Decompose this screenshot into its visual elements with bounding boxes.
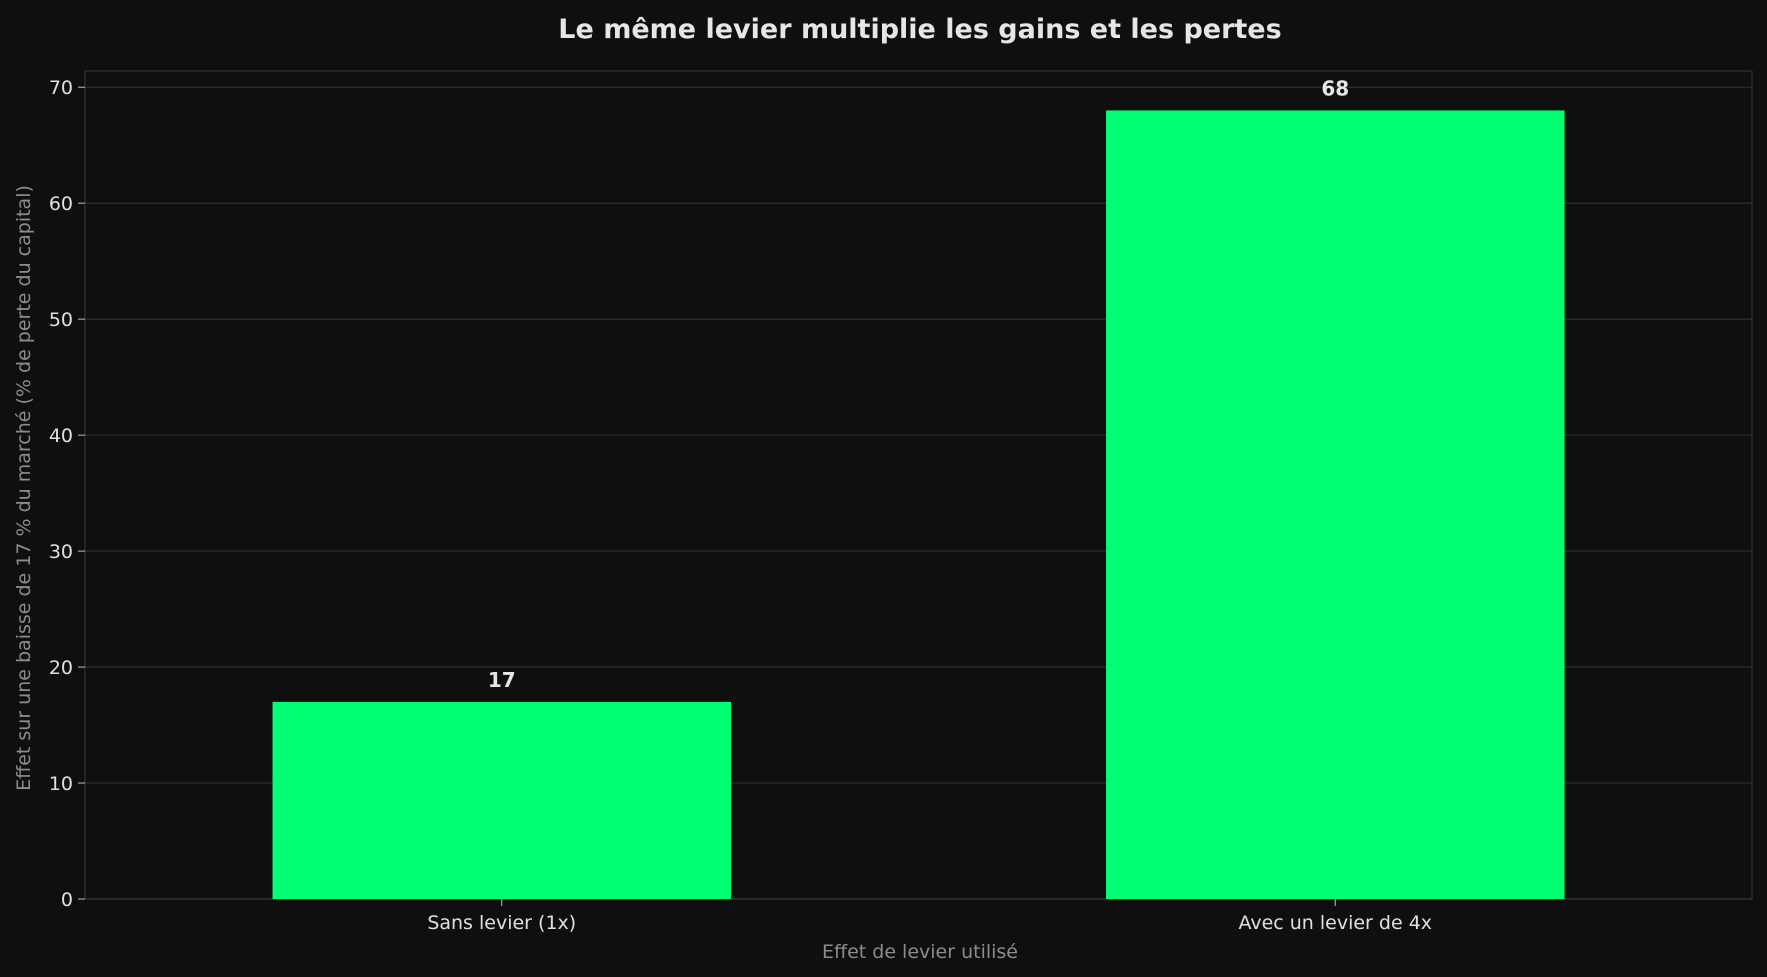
y-tick-label-6: 60: [49, 193, 73, 215]
y-tick-label-2: 20: [49, 657, 73, 679]
chart-title: Le même levier multiplie les gains et le…: [558, 14, 1281, 45]
y-tick-label-4: 40: [49, 425, 73, 447]
bar-0: [272, 701, 731, 899]
data-label-1: 68: [1321, 76, 1349, 100]
y-axis-ticks: 0 10 20 30 40 50 60 70: [49, 77, 85, 911]
x-axis-label: Effet de levier utilisé: [822, 941, 1018, 963]
y-tick-label-7: 70: [49, 77, 73, 99]
x-tick-label-1: Avec un levier de 4x: [1238, 912, 1432, 934]
x-axis-ticks: Sans levier (1x) Avec un levier de 4x: [427, 899, 1432, 934]
y-tick-label-5: 50: [49, 309, 73, 331]
y-tick-label-3: 30: [49, 541, 73, 563]
y-tick-label-1: 10: [49, 773, 73, 795]
data-label-0: 17: [488, 668, 516, 692]
plot-area-frame: [84, 70, 1753, 900]
y-axis-label: Effet sur une baisse de 17 % du marché (…: [13, 185, 35, 791]
bar-1: [1106, 110, 1565, 899]
y-tick-label-0: 0: [61, 889, 73, 911]
x-tick-label-0: Sans levier (1x): [427, 912, 576, 934]
